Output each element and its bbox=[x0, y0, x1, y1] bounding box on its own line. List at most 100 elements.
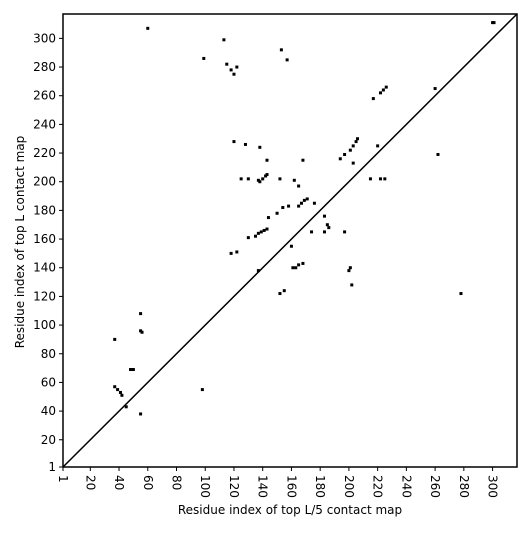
x-tick-label: 1 bbox=[56, 475, 70, 483]
contact-point bbox=[294, 266, 298, 270]
y-tick-label: 60 bbox=[41, 375, 56, 389]
contact-point bbox=[266, 216, 270, 220]
x-tick-label: 140 bbox=[256, 475, 270, 498]
contact-point bbox=[368, 177, 372, 181]
x-tick-label: 240 bbox=[399, 475, 413, 498]
y-tick-label: 120 bbox=[33, 289, 56, 303]
contact-point bbox=[261, 177, 265, 181]
contact-point bbox=[118, 390, 122, 394]
x-tick-label: 40 bbox=[112, 475, 126, 490]
contact-point bbox=[327, 226, 331, 230]
x-tick-label: 220 bbox=[371, 475, 385, 498]
contact-point bbox=[229, 68, 233, 72]
contact-point bbox=[436, 152, 440, 156]
contact-point bbox=[256, 269, 260, 273]
y-tick-label: 220 bbox=[33, 146, 56, 160]
x-tick-label: 200 bbox=[342, 475, 356, 498]
contact-point bbox=[139, 412, 143, 416]
contact-point bbox=[256, 178, 260, 182]
y-tick-label: 20 bbox=[41, 433, 56, 447]
contact-point bbox=[379, 177, 383, 181]
y-tick-label: 260 bbox=[33, 89, 56, 103]
contact-point bbox=[297, 204, 301, 208]
contact-point bbox=[492, 21, 496, 25]
y-tick-label: 100 bbox=[33, 318, 56, 332]
contact-point bbox=[239, 177, 243, 181]
y-tick-label: 1 bbox=[48, 460, 56, 474]
contact-point bbox=[116, 388, 120, 392]
y-axis-label: Residue index of top L contact map bbox=[13, 136, 27, 349]
contact-point bbox=[281, 206, 285, 210]
contact-point bbox=[351, 161, 355, 165]
y-tick-label: 180 bbox=[33, 203, 56, 217]
y-tick-label: 300 bbox=[33, 31, 56, 45]
x-tick-label: 180 bbox=[313, 475, 327, 498]
contact-point bbox=[384, 85, 388, 89]
y-tick-label: 280 bbox=[33, 60, 56, 74]
contact-point bbox=[200, 388, 204, 392]
contact-point bbox=[297, 184, 301, 188]
y-tick-label: 140 bbox=[33, 261, 56, 275]
contact-point bbox=[301, 158, 305, 162]
contact-point bbox=[232, 72, 236, 76]
x-tick-label: 300 bbox=[486, 475, 500, 498]
x-tick-label: 120 bbox=[227, 475, 241, 498]
contact-point bbox=[376, 144, 380, 148]
contact-point bbox=[246, 236, 250, 240]
contact-point bbox=[254, 234, 258, 238]
contact-point bbox=[322, 214, 326, 218]
contact-point bbox=[302, 198, 306, 202]
contact-point bbox=[235, 65, 239, 69]
contact-point bbox=[347, 269, 351, 273]
plot-frame bbox=[62, 13, 518, 468]
contact-point bbox=[278, 177, 282, 181]
x-tick-label: 60 bbox=[141, 475, 155, 490]
x-tick-label: 100 bbox=[198, 475, 212, 498]
y-tick-label: 160 bbox=[33, 232, 56, 246]
contact-point bbox=[229, 251, 233, 255]
x-tick-label: 160 bbox=[284, 475, 298, 498]
y-tick-label: 200 bbox=[33, 175, 56, 189]
contact-point bbox=[129, 368, 133, 372]
contact-point bbox=[120, 393, 124, 397]
contact-point bbox=[299, 201, 303, 205]
contact-point bbox=[256, 231, 260, 235]
contact-point bbox=[348, 266, 352, 270]
contact-point bbox=[297, 263, 301, 267]
contact-point bbox=[259, 230, 263, 234]
contact-point bbox=[275, 211, 279, 215]
contact-point bbox=[265, 173, 269, 177]
contact-point bbox=[278, 292, 282, 296]
contact-point bbox=[232, 140, 236, 144]
contact-point bbox=[287, 204, 291, 208]
contact-point bbox=[146, 26, 150, 30]
contact-point bbox=[291, 266, 295, 270]
contact-point bbox=[348, 148, 352, 152]
contact-point bbox=[350, 283, 354, 287]
contact-point bbox=[312, 201, 316, 205]
contact-point bbox=[343, 230, 347, 234]
contact-point bbox=[351, 144, 355, 148]
contact-point bbox=[222, 38, 226, 42]
contact-point bbox=[301, 261, 305, 265]
contact-point bbox=[202, 56, 206, 60]
contact-point bbox=[325, 223, 329, 227]
contact-point bbox=[140, 330, 144, 334]
contact-point bbox=[113, 385, 117, 389]
x-tick-label: 20 bbox=[83, 475, 97, 490]
x-tick-label: 80 bbox=[170, 475, 184, 490]
contact-point bbox=[383, 177, 387, 181]
x-tick-label: 260 bbox=[428, 475, 442, 498]
contact-point bbox=[292, 178, 296, 182]
contact-point bbox=[243, 142, 247, 146]
contact-point bbox=[433, 87, 437, 91]
contact-point bbox=[124, 405, 128, 409]
contact-point bbox=[235, 250, 239, 254]
diagonal-line bbox=[62, 13, 518, 468]
contact-point bbox=[262, 228, 266, 232]
x-tick-label: 280 bbox=[457, 475, 471, 498]
contact-point bbox=[265, 227, 269, 231]
contact-point bbox=[285, 58, 289, 62]
x-axis-label: Residue index of top L/5 contact map bbox=[178, 503, 402, 517]
